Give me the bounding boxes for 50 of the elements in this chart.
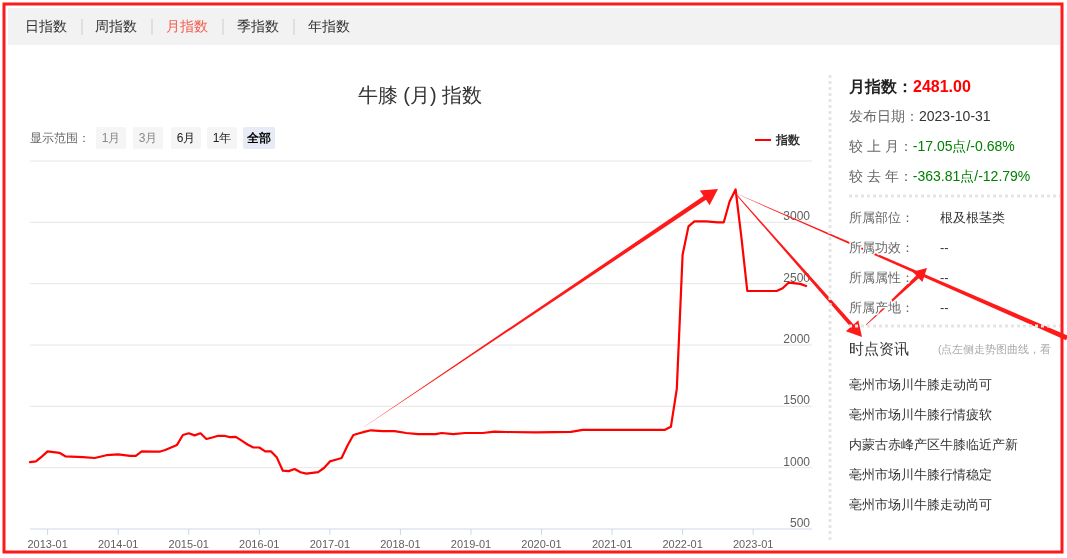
y-tick-label: 1500 bbox=[783, 393, 811, 408]
text: 1年 bbox=[212, 131, 232, 145]
text: 发布日期： bbox=[849, 108, 919, 124]
text: 3月 bbox=[138, 131, 158, 145]
text: 较 上 月： bbox=[849, 138, 913, 154]
text: 月指数： bbox=[848, 78, 913, 95]
text: 6月 bbox=[176, 131, 196, 145]
text: 亳州市场川牛膝走动尚可 bbox=[849, 497, 992, 512]
text: 周指数 bbox=[95, 18, 137, 34]
x-tick-label: 2022-01 bbox=[662, 538, 703, 550]
legend-label: 指数 bbox=[775, 133, 801, 147]
text: 亳州市场川牛膝行情稳定 bbox=[849, 467, 992, 482]
x-tick-label: 2018-01 bbox=[380, 538, 421, 550]
chart-title: 牛膝 (月) 指数 bbox=[357, 84, 483, 106]
text: 全部 bbox=[246, 131, 271, 145]
text: 根及根茎类 bbox=[940, 210, 1005, 225]
text: 内蒙古赤峰产区牛膝临近产新 bbox=[849, 437, 1018, 452]
x-tick-label: 2019-01 bbox=[450, 538, 492, 550]
text: 年指数 bbox=[308, 18, 350, 34]
text: 较 去 年： bbox=[849, 168, 913, 184]
x-tick-label: 2017-01 bbox=[309, 538, 351, 550]
text: 日指数 bbox=[25, 18, 67, 34]
x-tick-label: 2013-01 bbox=[27, 538, 68, 550]
y-tick-label: 500 bbox=[789, 516, 811, 530]
text: 时点资讯 bbox=[849, 340, 909, 357]
text: 月指数 bbox=[166, 18, 208, 34]
text: 2481.00 bbox=[913, 78, 971, 95]
text: 显示范围： bbox=[30, 131, 90, 145]
x-tick-label: 2016-01 bbox=[239, 538, 280, 550]
text: 所属部位： bbox=[849, 210, 914, 225]
text: -- bbox=[940, 270, 949, 285]
text: 亳州市场川牛膝行情疲软 bbox=[849, 407, 992, 422]
text: -363.81点/-12.79% bbox=[912, 168, 1031, 184]
text: 亳州市场川牛膝走动尚可 bbox=[849, 377, 992, 392]
text: 季指数 bbox=[237, 18, 279, 34]
text: 2023-10-31 bbox=[919, 108, 991, 124]
x-tick-label: 2020-01 bbox=[521, 538, 562, 550]
text: 1月 bbox=[101, 131, 121, 145]
y-tick-label: 3000 bbox=[783, 209, 811, 224]
text: -17.05点/-0.68% bbox=[912, 138, 1015, 154]
text: -- bbox=[940, 300, 949, 315]
x-tick-label: 2021-01 bbox=[591, 538, 633, 550]
text: 所属属性： bbox=[849, 270, 914, 285]
x-tick-label: 2014-01 bbox=[98, 538, 139, 550]
text: (点左侧走势图曲线，看 bbox=[938, 343, 1052, 355]
text: -- bbox=[940, 240, 949, 255]
x-tick-label: 2023-01 bbox=[733, 538, 774, 550]
y-tick-label: 2000 bbox=[783, 332, 811, 346]
y-tick-label: 1000 bbox=[783, 454, 811, 469]
x-tick-label: 2015-01 bbox=[168, 538, 209, 550]
